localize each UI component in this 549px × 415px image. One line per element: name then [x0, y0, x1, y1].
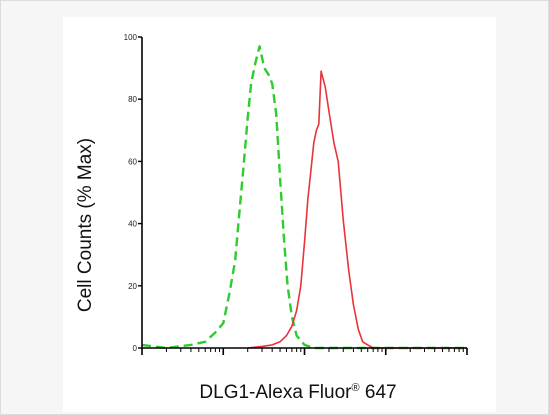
- y-tick-label: 80: [128, 95, 137, 104]
- dashed-green-histogram: [141, 45, 467, 350]
- solid-red-histogram: [247, 70, 467, 349]
- y-tick-label: 60: [128, 157, 137, 166]
- histogram-chart: 0 20 40 60 80 100 Cell Counts (% Max) DLG1-Al…: [75, 33, 468, 403]
- y-axis-label: Cell Counts (% Max): [75, 138, 96, 312]
- y-tick-label: 0: [133, 344, 138, 353]
- x-axis-label-suffix: 647: [360, 382, 397, 403]
- ticks: 0 20 40 60 80 100: [124, 33, 468, 355]
- y-tick-label: 40: [128, 220, 137, 229]
- y-tick-label: 20: [128, 282, 137, 291]
- x-axis-label: DLG1-Alexa Fluor® 647: [199, 382, 396, 403]
- axes: [141, 37, 467, 349]
- x-axis-label-registered-mark: ®: [351, 382, 359, 394]
- plot-lines: [141, 45, 467, 350]
- x-axis-label-main: DLG1-Alexa Fluor: [199, 382, 352, 403]
- figure-panel: 0 20 40 60 80 100 Cell Counts (% Max) DLG1-Al…: [63, 17, 496, 412]
- y-tick-label: 100: [124, 33, 138, 42]
